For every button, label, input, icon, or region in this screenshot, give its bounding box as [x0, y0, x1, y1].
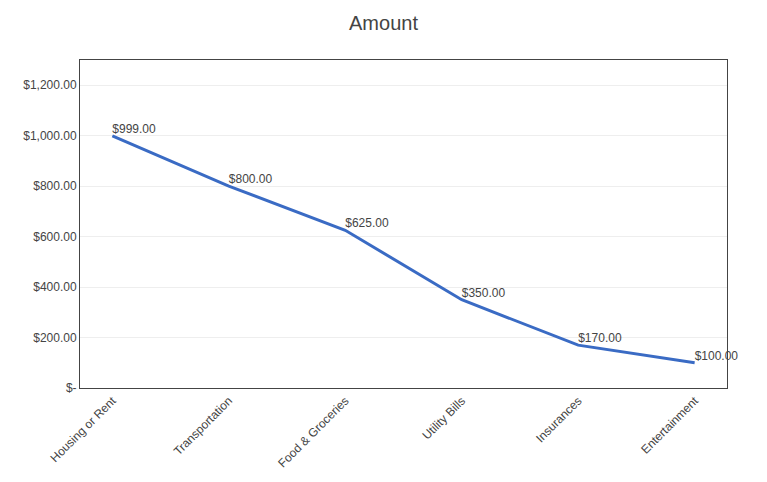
- svg-text:$400.00: $400.00: [33, 280, 77, 294]
- svg-text:$625.00: $625.00: [345, 216, 389, 230]
- svg-text:$1,200.00: $1,200.00: [23, 78, 77, 92]
- svg-text:$600.00: $600.00: [33, 230, 77, 244]
- svg-text:$-: $-: [66, 381, 77, 395]
- svg-text:$170.00: $170.00: [578, 331, 622, 345]
- svg-text:$100.00: $100.00: [695, 349, 739, 363]
- svg-text:Food & Groceries: Food & Groceries: [275, 394, 351, 470]
- svg-text:$200.00: $200.00: [33, 331, 77, 345]
- svg-text:Amount: Amount: [349, 12, 418, 34]
- svg-text:$800.00: $800.00: [33, 179, 77, 193]
- svg-text:Transportation: Transportation: [171, 394, 235, 458]
- svg-text:$999.00: $999.00: [112, 122, 156, 136]
- svg-text:$1,000.00: $1,000.00: [23, 129, 77, 143]
- svg-text:$350.00: $350.00: [462, 286, 506, 300]
- svg-text:Housing or Rent: Housing or Rent: [47, 393, 119, 465]
- svg-text:$800.00: $800.00: [229, 172, 273, 186]
- svg-text:Utility Bills: Utility Bills: [420, 394, 469, 443]
- svg-text:Entertainment: Entertainment: [638, 393, 701, 456]
- svg-text:Insurances: Insurances: [533, 394, 584, 445]
